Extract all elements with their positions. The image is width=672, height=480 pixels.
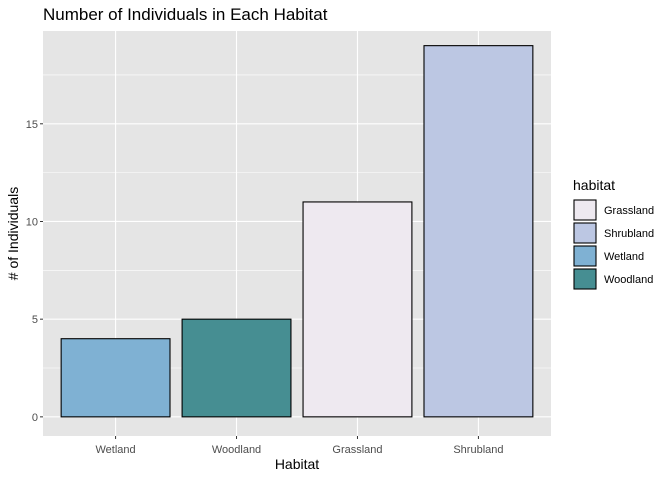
x-axis: Wetland Woodland Grassland Shrubland xyxy=(95,436,504,456)
y-tick-label: 0 xyxy=(32,412,38,424)
x-axis-title: Habitat xyxy=(275,456,319,472)
legend-label-grassland: Grassland xyxy=(604,205,654,217)
legend-key-woodland xyxy=(573,268,597,290)
legend-label-wetland: Wetland xyxy=(604,251,644,263)
legend-label-woodland: Woodland xyxy=(604,274,653,286)
x-tick-label: Shrubland xyxy=(453,444,503,456)
y-tick-label: 10 xyxy=(26,216,38,228)
bar-grassland xyxy=(302,201,413,418)
legend: habitat Grassland Shrubland Wetland Woodlan… xyxy=(573,177,654,290)
y-tick-label: 15 xyxy=(26,119,38,131)
x-tick-label: Wetland xyxy=(95,444,135,456)
legend-key-wetland xyxy=(573,245,597,267)
y-axis: 0 5 10 15 xyxy=(26,119,43,424)
x-tick-label: Grassland xyxy=(332,444,382,456)
legend-key-shrubland xyxy=(573,222,597,244)
bars xyxy=(60,45,534,418)
y-axis-title: # of Individuals xyxy=(5,187,21,280)
legend-items: Grassland Shrubland Wetland Woodland xyxy=(573,199,654,290)
legend-label-shrubland: Shrubland xyxy=(604,228,654,240)
y-tick-label: 5 xyxy=(32,314,38,326)
bar-woodland xyxy=(181,318,292,418)
x-tick-label: Woodland xyxy=(212,444,261,456)
chart-title: Number of Individuals in Each Habitat xyxy=(43,5,328,24)
legend-key-grassland xyxy=(573,199,597,221)
bar-shrubland xyxy=(423,45,534,418)
bar-wetland xyxy=(60,338,171,418)
legend-title: habitat xyxy=(573,177,615,193)
